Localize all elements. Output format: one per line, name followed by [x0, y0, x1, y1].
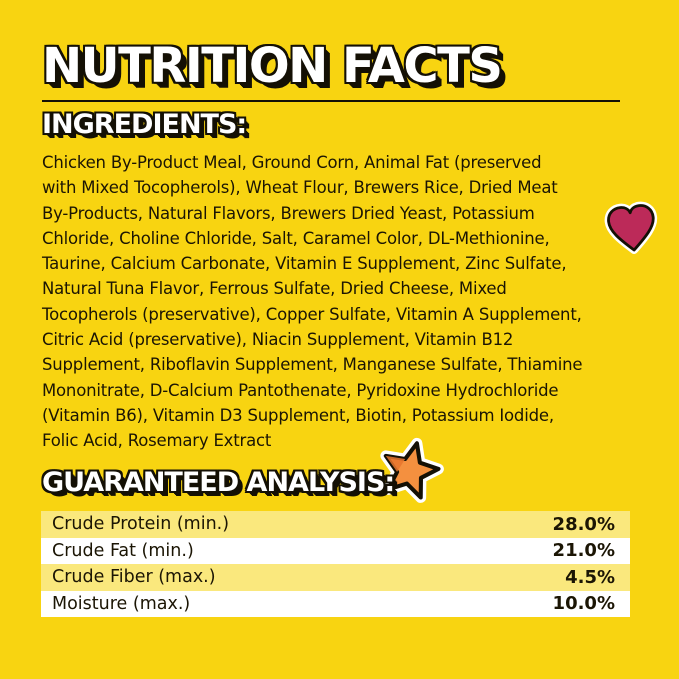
star-icon — [369, 430, 451, 512]
table-row: Moisture (max.) 10.0% — [41, 590, 630, 617]
row-value: 21.0% — [552, 540, 615, 562]
ingredients-line: Mononitrate, D-Calcium Pantothenate, Pyr… — [42, 380, 559, 400]
title-divider — [42, 100, 620, 102]
ingredients-line: Chicken By-Product Meal, Ground Corn, An… — [42, 153, 542, 172]
ingredients-line: Supplement, Riboflavin Supplement, Manga… — [42, 355, 583, 375]
ingredients-line: Chloride, Choline Chloride, Salt, Carame… — [42, 228, 550, 248]
ingredients-line: Citric Acid (preservative), Niacin Suppl… — [42, 330, 514, 350]
ingredients-line: Folic Acid, Rosemary Extract — [42, 431, 272, 451]
ingredients-line: Natural Tuna Flavor, Ferrous Sulfate, Dr… — [42, 279, 507, 299]
row-value: 28.0% — [552, 513, 615, 535]
guaranteed-analysis-heading: GUARANTEED ANALYSIS: — [42, 467, 395, 498]
table-row: Crude Fat (min.) 21.0% — [41, 537, 630, 564]
ingredients-line: Tocopherols (preservative), Copper Sulfa… — [42, 304, 582, 324]
page-title: NUTRITION FACTS — [42, 38, 503, 94]
guaranteed-analysis-table: Crude Protein (min.) 28.0% Crude Fat (mi… — [41, 511, 630, 617]
ingredients-line: with Mixed Tocopherols), Wheat Flour, Br… — [42, 178, 558, 198]
row-label: Crude Protein (min.) — [52, 514, 230, 535]
ingredients-line: By-Products, Natural Flavors, Brewers Dr… — [42, 203, 535, 223]
ingredients-line: Taurine, Calcium Carbonate, Vitamin E Su… — [42, 254, 567, 274]
ingredients-heading: INGREDIENTS: — [42, 109, 247, 140]
table-row: Crude Fiber (max.) 4.5% — [41, 564, 630, 591]
heart-icon — [601, 199, 663, 261]
row-label: Moisture (max.) — [52, 593, 191, 614]
ingredients-text: Chicken By-Product Meal, Ground Corn, An… — [42, 150, 583, 454]
ingredients-line: (Vitamin B6), Vitamin D3 Supplement, Bio… — [42, 405, 554, 425]
row-label: Crude Fat (min.) — [52, 540, 194, 561]
row-value: 4.5% — [565, 566, 615, 588]
row-value: 10.0% — [552, 593, 615, 615]
table-row: Crude Protein (min.) 28.0% — [41, 511, 630, 538]
row-label: Crude Fiber (max.) — [52, 567, 216, 588]
